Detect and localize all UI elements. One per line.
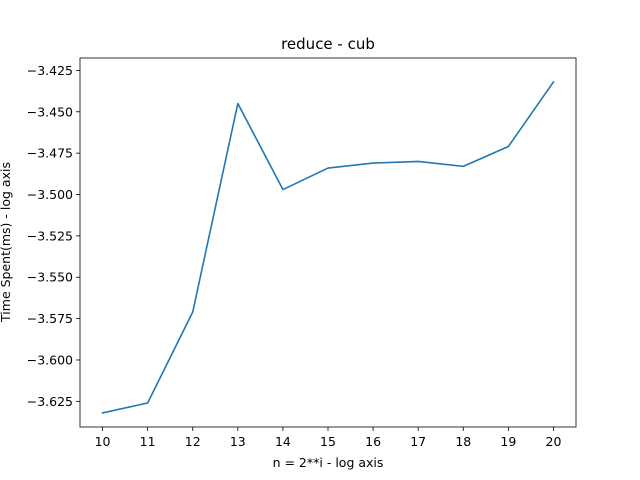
x-tick-label: 13 [230,434,246,449]
series-layer [101,80,555,414]
y-tick-label: −3.425 [27,63,73,78]
x-tick-label: 15 [320,434,336,449]
x-axis-label: n = 2**i - log axis [273,455,384,470]
y-tick-label: −3.475 [27,146,73,161]
y-tick-label: −3.525 [27,228,73,243]
x-tick-label: 12 [185,434,201,449]
chart-title: reduce - cub [281,35,375,53]
y-tick-label: −3.625 [27,394,73,409]
y-tick-label: −3.500 [27,187,73,202]
plot-frame [79,57,577,428]
x-tick-label: 16 [365,434,381,449]
y-tick-label: −3.450 [27,104,73,119]
y-tick-label: −3.600 [27,352,73,367]
series-line [101,80,555,414]
x-tick-label: 20 [546,434,562,449]
y-tick-label: −3.550 [27,270,73,285]
y-tick-label: −3.575 [27,311,73,326]
x-tick-label: 18 [455,434,471,449]
plot-area [80,58,576,427]
x-tick-label: 11 [140,434,156,449]
x-tick-label: 10 [95,434,111,449]
x-tick-label: 19 [500,434,516,449]
x-tick-label: 17 [410,434,426,449]
x-axis-ticks: 10 11 12 13 14 15 16 17 18 19 20 [95,427,562,449]
x-tick-label: 14 [275,434,291,449]
y-axis-label: Time Spent(ms) - log axis [0,162,13,323]
y-axis-ticks: −3.425 −3.450 −3.475 −3.500 −3.525 −3.550 −3.5… [27,63,80,409]
